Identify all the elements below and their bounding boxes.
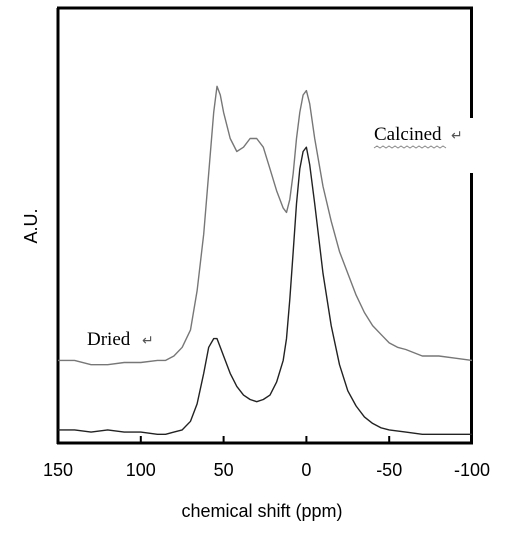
x-tick-label: -100 <box>454 460 490 480</box>
x-ticks <box>57 436 473 443</box>
y-axis-title: A.U. <box>21 208 41 243</box>
series-label-dried-text: Dried <box>87 329 131 350</box>
series-lines <box>58 85 473 435</box>
x-tick-label: -50 <box>376 460 402 480</box>
spellcheck-underline <box>373 145 447 149</box>
series-label-calcined-mark: ↵ <box>451 129 463 144</box>
series-label-dried: Dried ↵ <box>87 329 154 350</box>
x-tick-label: 150 <box>43 460 73 480</box>
x-tick-label: 50 <box>214 460 234 480</box>
series-label-calcined: Calcined ↵ <box>373 124 463 149</box>
series-line-calcined <box>58 85 473 366</box>
x-tick-label: 0 <box>301 460 311 480</box>
x-tick-labels: 150 100 50 0 -50 -100 <box>43 460 490 480</box>
series-label-dried-mark: ↵ <box>142 334 154 349</box>
series-label-calcined-text: Calcined <box>374 124 442 145</box>
x-tick-label: 100 <box>126 460 156 480</box>
x-axis-title: chemical shift (ppm) <box>181 501 342 521</box>
plot-frame <box>56 6 473 445</box>
series-line-dried <box>58 146 472 435</box>
